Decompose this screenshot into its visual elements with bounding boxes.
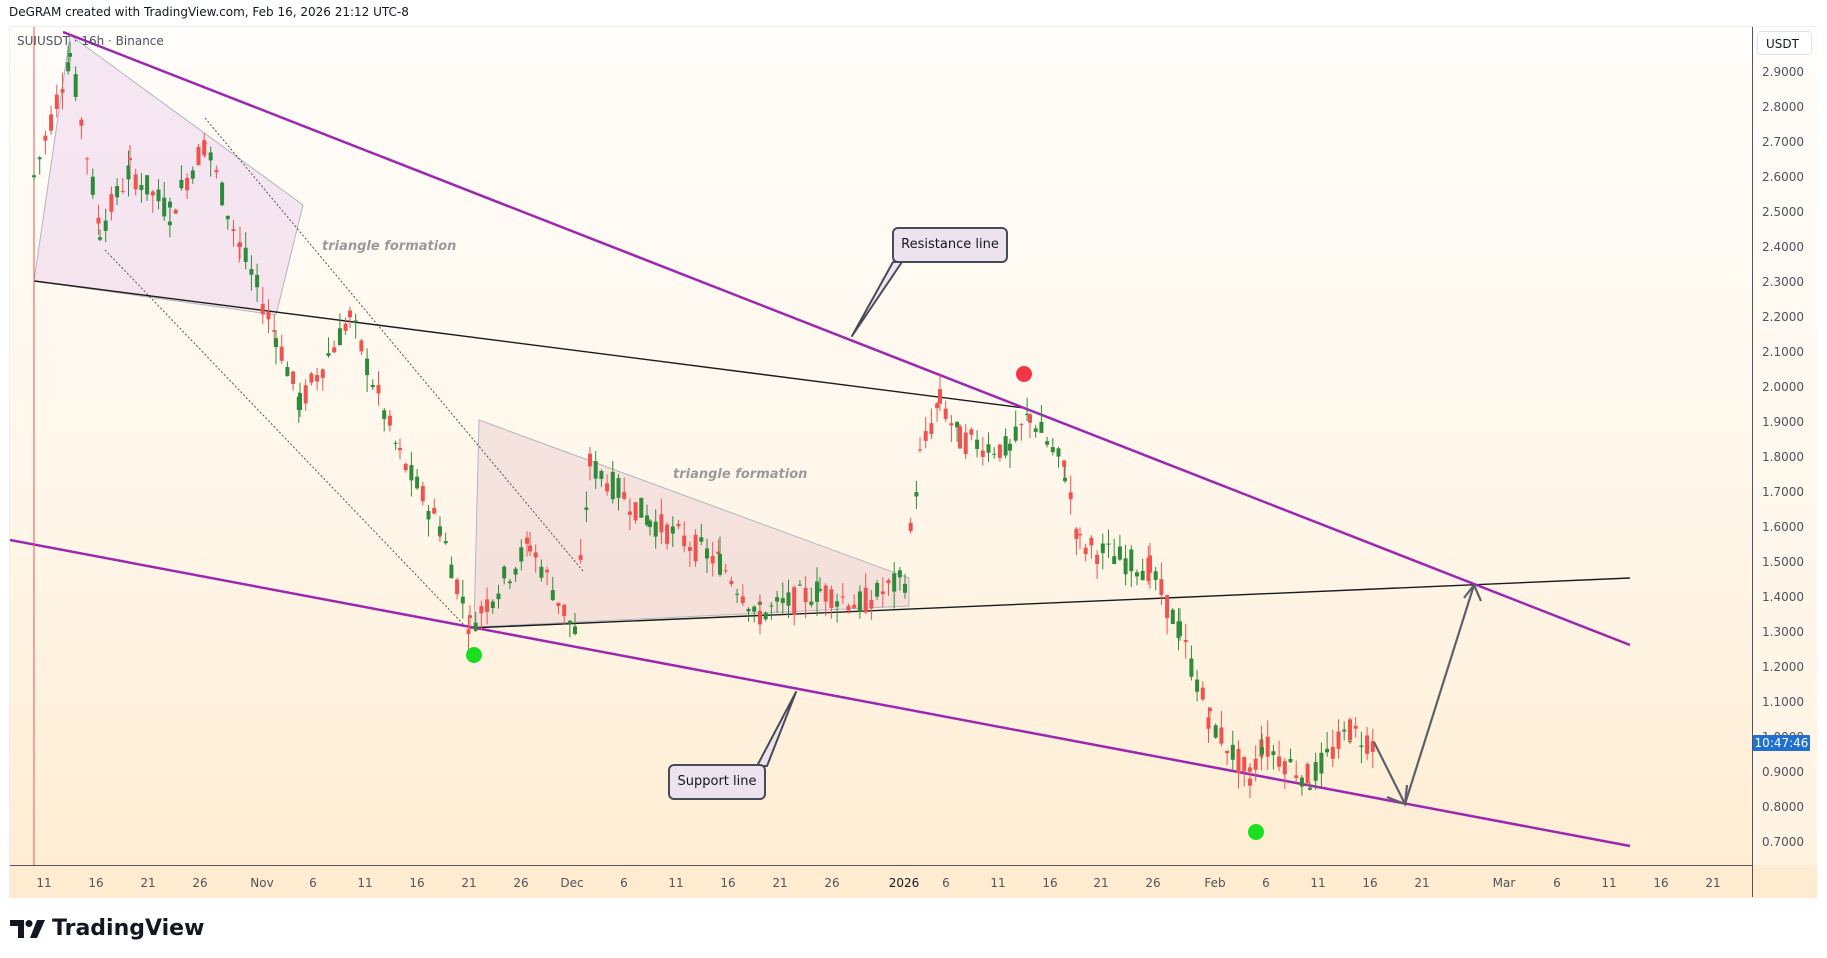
price-tick: 1.5000	[1762, 555, 1804, 569]
attribution-header: DeGRAM created with TradingView.com, Feb…	[9, 5, 409, 19]
axis-corner	[1752, 865, 1817, 897]
triangle-zone-1	[33, 34, 304, 316]
time-tick: 6	[1553, 876, 1561, 890]
time-tick: 11	[990, 876, 1006, 890]
time-tick: Mar	[1492, 876, 1516, 890]
chart-pane[interactable]	[10, 27, 1752, 865]
tradingview-logo-icon	[10, 919, 45, 938]
resistance-trendline	[62, 30, 1631, 647]
time-tick: 26	[192, 876, 208, 890]
buy-signal-dot	[466, 647, 482, 663]
price-tick: 2.2000	[1762, 310, 1804, 324]
time-tick: 16	[88, 876, 104, 890]
time-tick: 6	[942, 876, 950, 890]
time-tick: 16	[409, 876, 425, 890]
price-tick: 1.7000	[1762, 485, 1804, 499]
price-tick: 1.9000	[1762, 415, 1804, 429]
time-tick: 16	[1042, 876, 1058, 890]
price-tick: 1.3000	[1762, 625, 1804, 639]
triangle-zone-2	[473, 419, 910, 628]
price-tick: 2.4000	[1762, 240, 1804, 254]
time-tick: 21	[1093, 876, 1109, 890]
price-tick: 2.6000	[1762, 170, 1804, 184]
resistance-callout[interactable]: Resistance line	[892, 227, 1008, 263]
time-tick: 21	[140, 876, 156, 890]
time-tick: 2026	[888, 876, 920, 890]
support-trendline	[10, 538, 1631, 848]
chart-drawings	[10, 27, 1631, 865]
buy-signal-dot	[1248, 824, 1264, 840]
price-tick: 0.8000	[1762, 800, 1804, 814]
price-tick: 2.0000	[1762, 380, 1804, 394]
currency-button[interactable]: USDT	[1757, 31, 1812, 55]
logo-text: TradingView	[52, 916, 205, 941]
time-tick: 21	[772, 876, 788, 890]
time-tick: 6	[620, 876, 628, 890]
triangle-label-2: triangle formation	[673, 467, 808, 482]
time-tick: 26	[824, 876, 840, 890]
time-tick: 6	[1262, 876, 1270, 890]
time-tick: 26	[1145, 876, 1161, 890]
time-tick: 16	[1362, 876, 1378, 890]
price-tick: 2.5000	[1762, 205, 1804, 219]
time-tick: 11	[36, 876, 52, 890]
time-tick: 11	[1601, 876, 1617, 890]
sell-signal-dot	[1016, 366, 1032, 382]
tradingview-logo[interactable]: TradingView	[10, 916, 204, 941]
price-tick: 0.7000	[1762, 835, 1804, 849]
projection-arrow	[1373, 584, 1476, 807]
upper-black-trendline	[33, 280, 1025, 409]
price-tick: 2.9000	[1762, 65, 1804, 79]
price-tick: 2.7000	[1762, 135, 1804, 149]
time-tick: 21	[1705, 876, 1721, 890]
price-axis[interactable]	[1752, 27, 1817, 865]
symbol-label[interactable]: SUIUSDT · 16h · Binance	[17, 34, 164, 48]
candlestick-series	[32, 41, 1375, 799]
lower-black-trendline	[469, 577, 1631, 629]
time-tick: Feb	[1204, 876, 1226, 890]
price-tick: 1.2000	[1762, 660, 1804, 674]
time-tick: 26	[513, 876, 529, 890]
time-tick: 11	[357, 876, 373, 890]
price-tick: 0.9000	[1762, 765, 1804, 779]
time-tick: 6	[309, 876, 317, 890]
time-tick: 16	[720, 876, 736, 890]
bar-countdown-badge: 10:47:46	[1753, 735, 1810, 751]
triangle-label-1: triangle formation	[322, 239, 457, 254]
time-tick: 16	[1653, 876, 1669, 890]
price-tick: 1.1000	[1762, 695, 1804, 709]
time-tick: Nov	[250, 876, 274, 890]
price-tick: 2.8000	[1762, 100, 1804, 114]
time-tick: Dec	[560, 876, 584, 890]
price-tick: 1.4000	[1762, 590, 1804, 604]
price-tick: 1.6000	[1762, 520, 1804, 534]
price-tick: 2.3000	[1762, 275, 1804, 289]
time-tick: 21	[1414, 876, 1430, 890]
time-tick: 11	[1310, 876, 1326, 890]
support-callout[interactable]: Support line	[668, 764, 766, 800]
price-tick: 2.1000	[1762, 345, 1804, 359]
time-tick: 21	[461, 876, 477, 890]
time-axis[interactable]	[10, 865, 1816, 898]
price-tick: 1.8000	[1762, 450, 1804, 464]
time-tick: 11	[668, 876, 684, 890]
